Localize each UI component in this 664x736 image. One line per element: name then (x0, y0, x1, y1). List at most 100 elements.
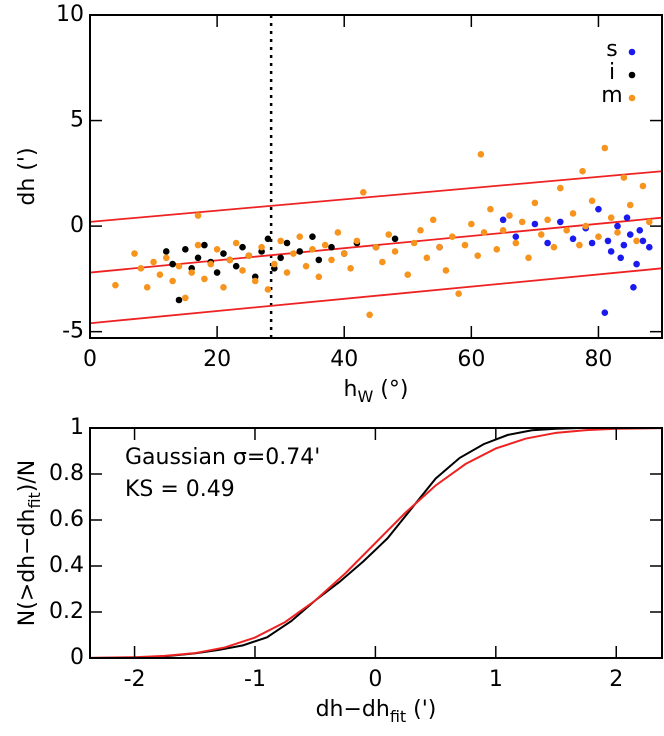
point (579, 167, 586, 175)
point (645, 218, 653, 226)
point (569, 210, 577, 217)
point (391, 235, 399, 243)
point (455, 290, 462, 297)
point (595, 205, 602, 213)
legend-label: s (606, 37, 617, 62)
point (477, 151, 485, 158)
point (182, 246, 189, 253)
x-axis-label-sub: fit (390, 707, 406, 726)
point (245, 252, 253, 259)
point (347, 265, 354, 272)
y-axis-label: dh (') (15, 147, 40, 205)
y-tick-label: 0.2 (49, 599, 84, 624)
point (194, 212, 202, 219)
x-tick-label: 80 (584, 347, 612, 372)
point (607, 214, 615, 221)
point (614, 229, 621, 236)
y-tick-label: 0 (70, 213, 84, 238)
point (112, 281, 119, 289)
x-tick-label: 60 (457, 347, 485, 372)
point (518, 218, 526, 226)
legend-marker (628, 48, 636, 56)
y-tick-label: 0.4 (49, 553, 84, 578)
point (296, 248, 304, 255)
point (277, 254, 284, 262)
point (633, 260, 640, 268)
point (620, 241, 628, 249)
point (544, 216, 551, 224)
point (645, 243, 653, 251)
point (251, 277, 259, 285)
point (614, 222, 621, 230)
point (220, 284, 227, 291)
x-axis-label-base: h (344, 377, 358, 402)
point (499, 227, 507, 234)
point (201, 241, 208, 249)
point (131, 250, 138, 257)
point (201, 275, 208, 283)
y-tick-label: 1 (70, 415, 84, 440)
point (442, 267, 450, 274)
point (404, 271, 412, 278)
point (226, 256, 234, 264)
point (468, 220, 475, 228)
point (604, 237, 612, 245)
point (391, 248, 399, 255)
x-axis-label-rest: (') (406, 697, 436, 722)
point (137, 265, 145, 272)
point (417, 227, 424, 234)
point (213, 246, 221, 253)
point (271, 260, 278, 268)
y-axis-label-base: N(>dh−dh (15, 509, 40, 627)
point (429, 216, 437, 224)
point (480, 229, 488, 236)
x-tick-label: 40 (330, 347, 358, 372)
point (601, 144, 609, 152)
point (379, 258, 386, 266)
point (207, 260, 215, 268)
point (290, 250, 297, 257)
point (531, 220, 539, 228)
point (175, 296, 183, 304)
point (315, 273, 323, 281)
line (90, 428, 662, 658)
x-tick-label: 20 (203, 347, 231, 372)
point (309, 233, 316, 240)
point (448, 233, 456, 240)
point (639, 182, 647, 190)
point (537, 231, 545, 238)
legend-marker (628, 71, 636, 79)
point (182, 294, 189, 302)
x-tick-label: 2 (609, 667, 623, 692)
point (630, 284, 637, 291)
x-tick-label: 0 (83, 347, 97, 372)
point (512, 233, 520, 240)
y-axis-label-sub: fit (25, 492, 44, 508)
legend-label: i (609, 60, 615, 85)
point (576, 241, 583, 249)
y-tick-label: 0.8 (49, 461, 84, 486)
point (588, 239, 596, 247)
point (143, 284, 151, 291)
x-axis-label-base: dh−dh (316, 697, 390, 722)
point (569, 235, 577, 243)
point (588, 197, 596, 205)
y-axis-label-rest: )/N (15, 460, 40, 492)
point (436, 243, 443, 251)
point (550, 243, 558, 251)
annotation: KS = 0.49 (125, 477, 235, 502)
point (169, 260, 176, 268)
point (220, 250, 227, 257)
point (474, 252, 481, 259)
x-axis-label: dh−dhfit (') (316, 697, 437, 726)
fit-line (90, 170, 662, 223)
y-tick-label: 5 (70, 108, 84, 133)
point (506, 212, 513, 219)
point (302, 262, 310, 270)
x-axis-label: hW (°) (344, 377, 409, 406)
x-tick-label: 1 (489, 667, 503, 692)
y-tick-label: 0.6 (49, 507, 84, 532)
point (213, 269, 221, 276)
point (232, 262, 240, 270)
point (156, 271, 164, 278)
